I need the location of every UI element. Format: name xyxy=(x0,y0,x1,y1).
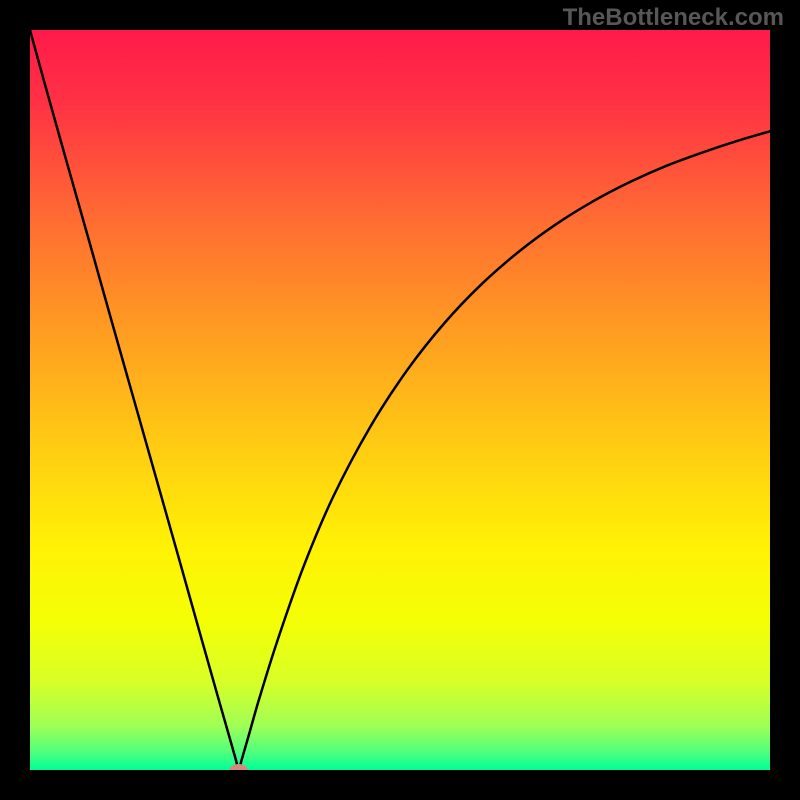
chart-svg xyxy=(0,0,800,800)
chart-frame: TheBottleneck.com xyxy=(0,0,800,800)
watermark-text: TheBottleneck.com xyxy=(563,4,784,32)
gradient-background xyxy=(30,30,770,770)
